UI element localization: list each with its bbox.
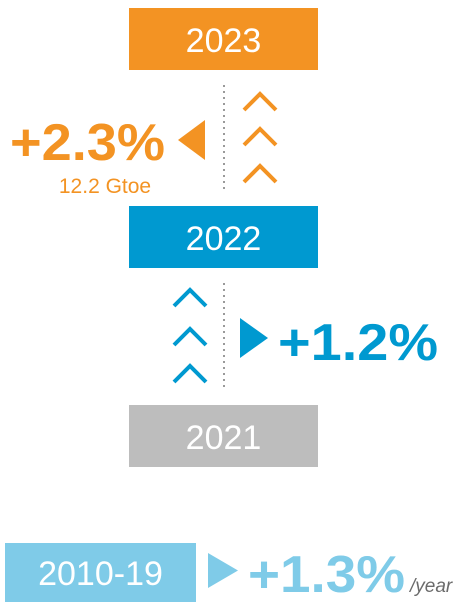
average-value: +1.3% bbox=[248, 546, 405, 604]
year-box bbox=[129, 8, 318, 70]
period-label: 2010-19 bbox=[38, 555, 163, 593]
year-box bbox=[129, 405, 318, 467]
average-unit: /year bbox=[408, 576, 453, 597]
change-value: +1.2% bbox=[278, 314, 438, 372]
arrow-left bbox=[178, 120, 205, 160]
year-label: 2023 bbox=[186, 22, 262, 60]
period-box bbox=[5, 543, 196, 602]
year-label: 2022 bbox=[186, 220, 262, 258]
year-box bbox=[129, 206, 318, 268]
arrow-right bbox=[240, 318, 268, 358]
arrow-right bbox=[208, 553, 238, 588]
up-chevrons bbox=[242, 91, 278, 184]
year-label: 2021 bbox=[186, 419, 262, 457]
change-detail: 12.2 Gtoe bbox=[59, 175, 151, 198]
change-value: +2.3% bbox=[10, 114, 165, 172]
up-chevrons bbox=[172, 287, 208, 384]
